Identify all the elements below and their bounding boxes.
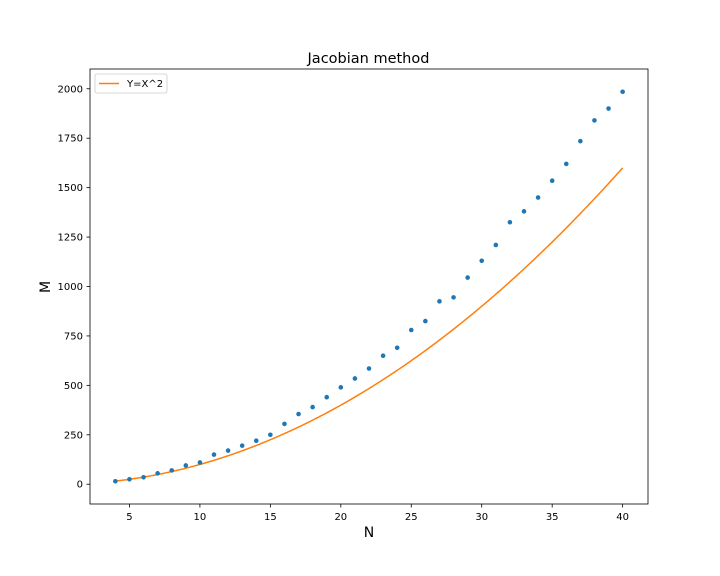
data-point [423,318,428,324]
y-tick-label: 2000 [58,84,83,95]
data-point [380,353,386,359]
plot-area [113,89,625,484]
data-point [141,475,146,480]
chart-title: Jacobian method [307,51,430,67]
y-tick-label: 500 [64,381,83,392]
data-point [563,161,569,167]
data-point [620,89,625,95]
data-point [507,219,513,225]
data-point [310,404,315,410]
data-point [366,366,372,371]
data-point [197,460,203,465]
x-tick-label: 35 [546,512,559,523]
data-point [578,138,583,144]
x-tick-label: 40 [616,512,629,523]
y-tick-label: 1750 [58,134,83,145]
data-point [253,438,259,444]
data-point [211,452,217,457]
data-point [338,385,344,390]
data-point [268,432,273,438]
legend-box [94,73,168,94]
x-axis-title: N [364,525,374,541]
legend-label: Y=X^2 [126,79,163,90]
y-tick-label: 1000 [58,282,83,293]
data-point [113,478,118,484]
data-point [296,411,301,417]
y-tick-label: 0 [77,480,83,491]
data-point [479,258,485,264]
data-point [465,275,470,280]
data-point [592,118,597,123]
y-tick-label: 750 [64,331,83,342]
data-point [183,463,189,468]
data-point [437,299,442,304]
data-point [324,394,330,400]
x-axis: 5 10 15 20 25 30 35 40 [126,504,629,523]
x-tick-label: 30 [475,512,488,523]
y-axis-title: M [38,281,54,293]
data-point [606,106,611,111]
data-point [155,471,160,476]
x-tick-label: 10 [194,512,207,523]
x-tick-label: 5 [126,512,132,523]
legend: Y=X^2 [94,73,168,94]
data-point [493,242,499,248]
y-tick-label: 1500 [58,183,83,194]
x-tick-label: 25 [405,512,418,523]
data-point [282,421,287,427]
data-point [521,209,527,214]
data-point [394,345,400,351]
data-point [169,468,175,473]
x-tick-label: 20 [334,512,347,523]
y-tick-label: 250 [64,430,83,441]
data-point [535,195,541,200]
data-point [352,376,358,381]
y-tick-label: 1250 [58,233,83,244]
data-point [239,443,245,448]
data-point [549,178,555,184]
data-point [225,448,231,453]
x-tick-label: 15 [264,512,277,523]
data-point [127,476,132,482]
data-point [451,295,456,300]
data-point [408,327,414,333]
y-axis: 0 250 500 750 1000 1250 1500 1750 2000 [58,84,90,491]
